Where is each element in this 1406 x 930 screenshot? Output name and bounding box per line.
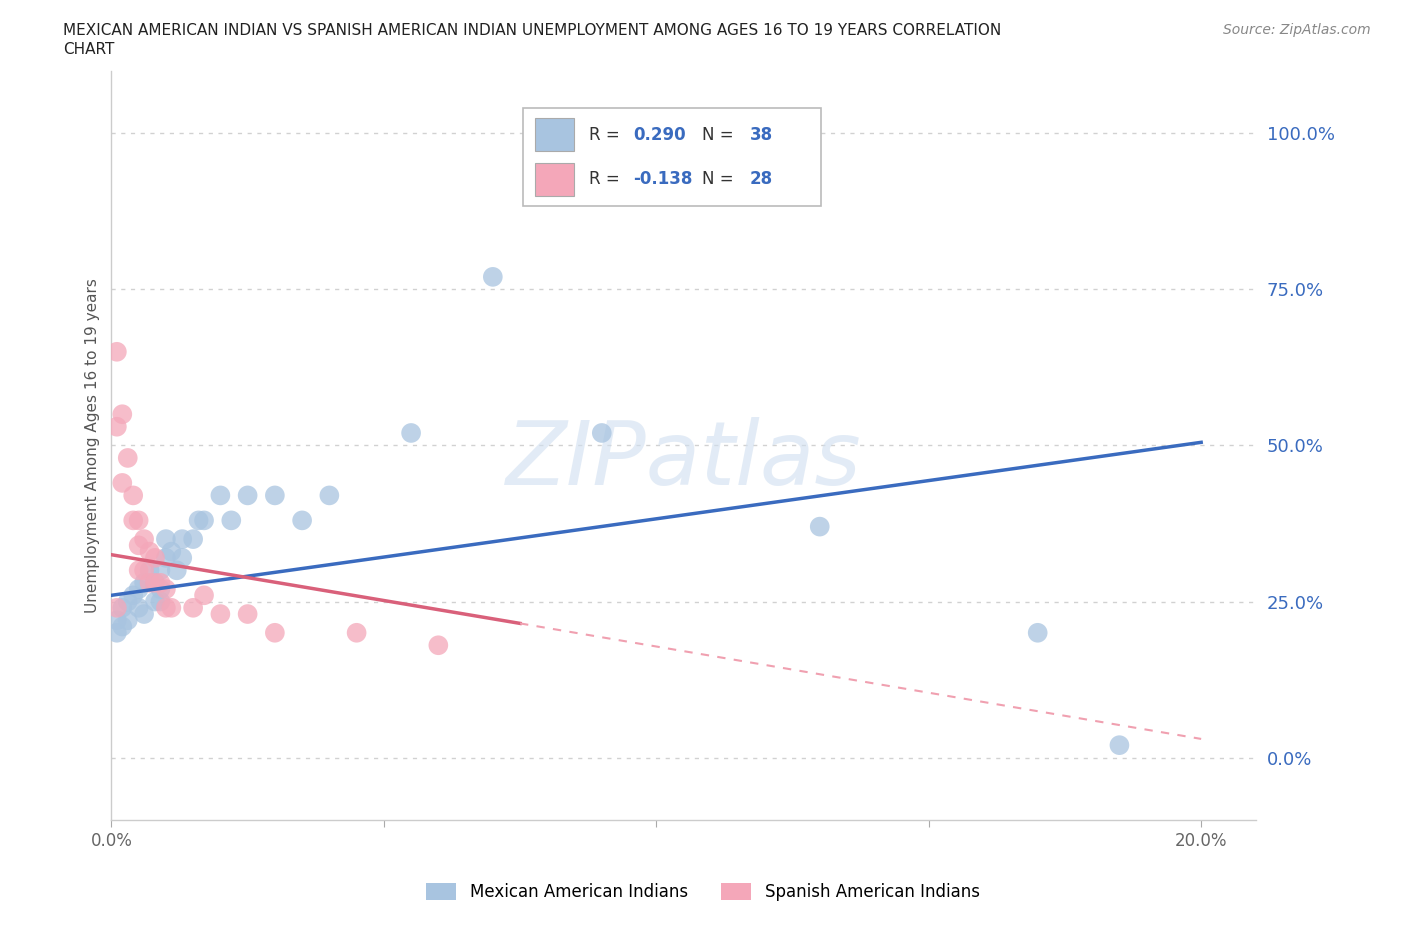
- Point: [132, 576, 155, 591]
- Point: [117, 594, 139, 609]
- Point: [155, 601, 177, 616]
- Point: [149, 581, 172, 596]
- Point: [236, 488, 259, 503]
- Point: [132, 606, 155, 621]
- Point: [181, 601, 204, 616]
- Point: [166, 563, 188, 578]
- Point: [193, 513, 215, 528]
- Point: [591, 426, 613, 441]
- Point: [346, 625, 368, 640]
- Point: [128, 538, 150, 552]
- Y-axis label: Unemployment Among Ages 16 to 19 years: Unemployment Among Ages 16 to 19 years: [86, 278, 100, 613]
- Point: [122, 513, 145, 528]
- Point: [143, 594, 166, 609]
- Text: CHART: CHART: [63, 42, 115, 57]
- Legend: Mexican American Indians, Spanish American Indians: Mexican American Indians, Spanish Americ…: [420, 876, 986, 908]
- Point: [105, 419, 128, 434]
- Point: [143, 576, 166, 591]
- Point: [122, 488, 145, 503]
- Point: [291, 513, 314, 528]
- Point: [209, 488, 232, 503]
- Point: [149, 563, 172, 578]
- Point: [105, 601, 128, 616]
- Point: [236, 606, 259, 621]
- Point: [117, 450, 139, 465]
- Point: [111, 619, 134, 634]
- Point: [138, 544, 160, 559]
- Point: [105, 625, 128, 640]
- Point: [155, 581, 177, 596]
- Point: [143, 576, 166, 591]
- Point: [117, 613, 139, 628]
- Point: [143, 551, 166, 565]
- Point: [132, 563, 155, 578]
- Point: [181, 532, 204, 547]
- Point: [132, 532, 155, 547]
- Point: [1026, 625, 1049, 640]
- Point: [482, 270, 505, 285]
- Point: [160, 601, 183, 616]
- Point: [172, 551, 194, 565]
- Point: [138, 563, 160, 578]
- Text: MEXICAN AMERICAN INDIAN VS SPANISH AMERICAN INDIAN UNEMPLOYMENT AMONG AGES 16 TO: MEXICAN AMERICAN INDIAN VS SPANISH AMERI…: [63, 23, 1001, 38]
- Point: [122, 588, 145, 603]
- Point: [111, 406, 134, 421]
- Point: [149, 576, 172, 591]
- Point: [399, 426, 422, 441]
- Point: [155, 532, 177, 547]
- Point: [427, 638, 450, 653]
- Point: [128, 563, 150, 578]
- Point: [128, 513, 150, 528]
- Text: ZIPatlas: ZIPatlas: [506, 418, 862, 503]
- Point: [149, 594, 172, 609]
- Point: [111, 475, 134, 490]
- Point: [128, 581, 150, 596]
- Point: [128, 601, 150, 616]
- Point: [219, 513, 242, 528]
- Point: [1108, 737, 1130, 752]
- Point: [105, 344, 128, 359]
- Point: [155, 551, 177, 565]
- Point: [264, 488, 287, 503]
- Point: [138, 576, 160, 591]
- Point: [808, 519, 831, 534]
- Point: [160, 544, 183, 559]
- Point: [111, 601, 134, 616]
- Text: Source: ZipAtlas.com: Source: ZipAtlas.com: [1223, 23, 1371, 37]
- Point: [209, 606, 232, 621]
- Point: [318, 488, 340, 503]
- Point: [193, 588, 215, 603]
- Point: [172, 532, 194, 547]
- Point: [105, 613, 128, 628]
- Point: [264, 625, 287, 640]
- Point: [187, 513, 209, 528]
